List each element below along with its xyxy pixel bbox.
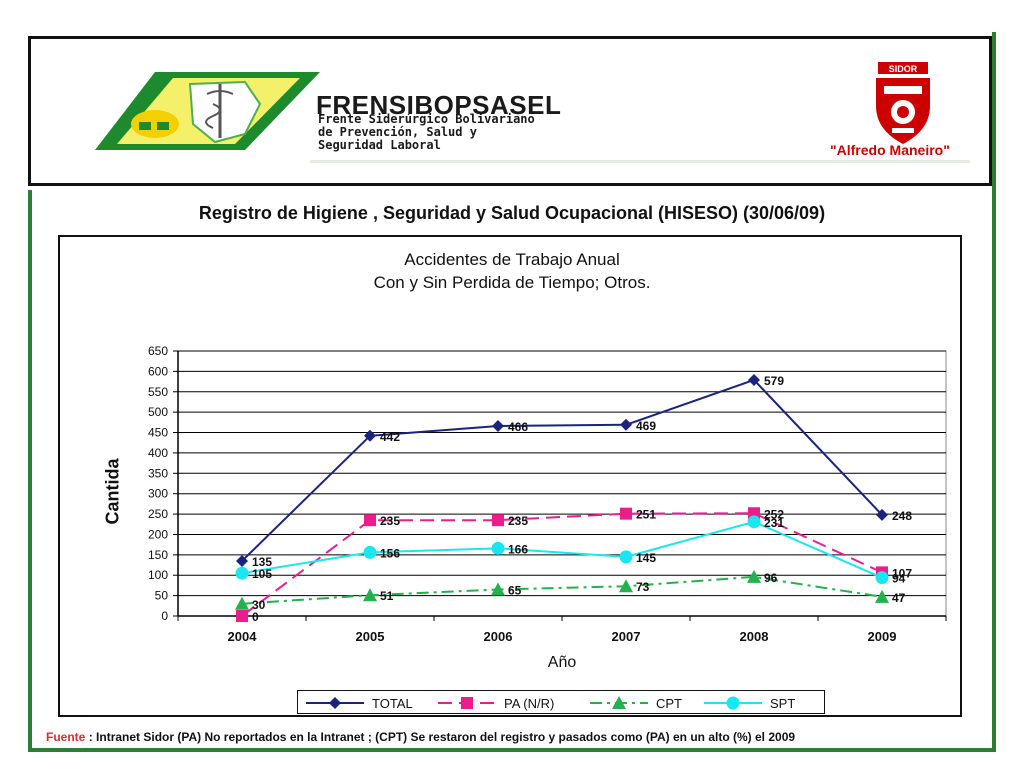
chart-title-line-2: Con y Sin Perdida de Tiempo; Otros. bbox=[373, 273, 651, 292]
frame-right-border bbox=[992, 32, 996, 750]
chart-title-line-1: Accidentes de Trabajo Anual bbox=[404, 250, 620, 269]
legend-items: TOTAL PA (N/R) CPT SPT bbox=[306, 696, 795, 711]
frame-left-border bbox=[28, 190, 32, 750]
org-name: FRENSIBOPSASEL bbox=[316, 90, 562, 120]
sidor-logo-text: SIDOR bbox=[889, 64, 918, 74]
legend-label: CPT bbox=[656, 696, 682, 711]
legend-marker bbox=[329, 697, 341, 709]
org-subtitle-line-2: de Prevención, Salud y bbox=[318, 125, 477, 139]
frame-bottom-border bbox=[28, 748, 996, 752]
header-divider bbox=[310, 160, 970, 163]
org-subtitle-line-3: Seguridad Laboral bbox=[318, 138, 441, 152]
x-axis-label: Año bbox=[547, 654, 577, 671]
legend-label: TOTAL bbox=[372, 696, 413, 711]
chart-frame bbox=[58, 235, 962, 717]
source-separator: : bbox=[88, 730, 93, 744]
y-axis-label: Cantida bbox=[102, 458, 123, 525]
legend-marker bbox=[726, 696, 740, 710]
legend-marker bbox=[612, 696, 626, 709]
source-footnote: Fuente : Intranet Sidor (PA) No reportad… bbox=[46, 730, 795, 744]
source-text: Intranet Sidor (PA) No reportados en la … bbox=[96, 730, 796, 744]
org-subtitle-line-1: Frente Siderúrgico Bolivariano bbox=[318, 112, 535, 126]
legend-label: PA (N/R) bbox=[504, 696, 554, 711]
sidor-logo: SIDOR bbox=[876, 62, 930, 144]
legend-marker bbox=[461, 697, 473, 709]
frensibopsasel-logo bbox=[95, 72, 320, 150]
legend-label: SPT bbox=[770, 696, 795, 711]
sidor-caption: "Alfredo Maneiro" bbox=[830, 142, 950, 158]
chart-legend: TOTAL PA (N/R) CPT SPT bbox=[297, 690, 825, 714]
source-label: Fuente bbox=[46, 730, 86, 744]
slide-title: Registro de Higiene , Seguridad y Salud … bbox=[198, 203, 826, 223]
